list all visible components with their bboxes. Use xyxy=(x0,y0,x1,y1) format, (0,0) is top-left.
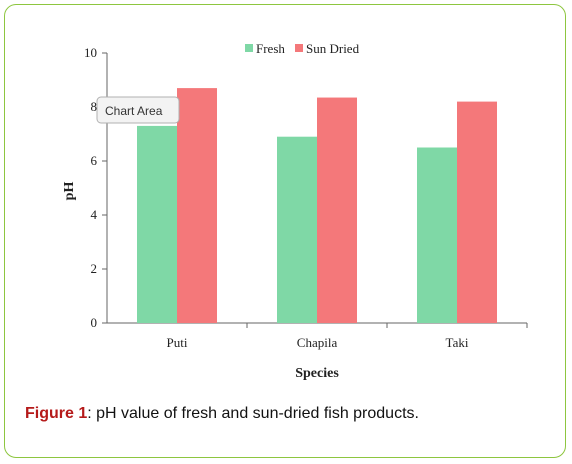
y-tick-label: 0 xyxy=(91,315,98,330)
x-tick-label: Chapila xyxy=(297,335,338,350)
figure-frame: 0 2 4 6 8 10 Puti Chapila Taki pH Species Fresh… xyxy=(4,4,566,458)
bar-sun-dried-puti xyxy=(177,88,217,323)
y-tick-label: 10 xyxy=(84,45,97,60)
caption-text: : pH value of fresh and sun-dried fish p… xyxy=(87,405,419,422)
y-tick-label: 2 xyxy=(91,261,98,276)
bars-group xyxy=(137,88,497,324)
y-axis-title: pH xyxy=(62,182,77,201)
x-axis-title: Species xyxy=(295,366,339,381)
x-axis-tick-labels: Puti Chapila Taki xyxy=(167,323,528,350)
y-tick-label: 6 xyxy=(91,153,98,168)
legend-swatch xyxy=(245,44,253,52)
x-tick-label: Taki xyxy=(446,335,469,350)
legend-swatch xyxy=(295,44,303,52)
y-tick-label: 8 xyxy=(91,99,98,114)
y-tick-label: 4 xyxy=(91,207,98,222)
legend-label: Sun Dried xyxy=(306,41,360,56)
x-tick-label: Puti xyxy=(167,335,188,350)
figure-caption: Figure 1: pH value of fresh and sun-drie… xyxy=(25,405,555,423)
chart-area[interactable]: 0 2 4 6 8 10 Puti Chapila Taki pH Species Fresh… xyxy=(27,31,541,391)
bar-chart: 0 2 4 6 8 10 Puti Chapila Taki pH Species Fresh… xyxy=(62,41,528,381)
y-axis-ticks: 0 2 4 6 8 10 xyxy=(84,45,107,330)
bar-fresh-puti xyxy=(137,125,177,324)
legend-label: Fresh xyxy=(256,41,285,56)
bar-fresh-taki xyxy=(417,147,457,323)
bar-fresh-chapila xyxy=(277,136,317,323)
bar-sun-dried-taki xyxy=(457,101,497,323)
bar-sun-dried-chapila xyxy=(317,97,357,323)
legend: Fresh Sun Dried xyxy=(245,41,360,56)
chart-area-tooltip: Chart Area xyxy=(96,96,180,124)
tooltip-label: Chart Area xyxy=(105,104,163,118)
caption-label: Figure 1 xyxy=(25,405,88,422)
